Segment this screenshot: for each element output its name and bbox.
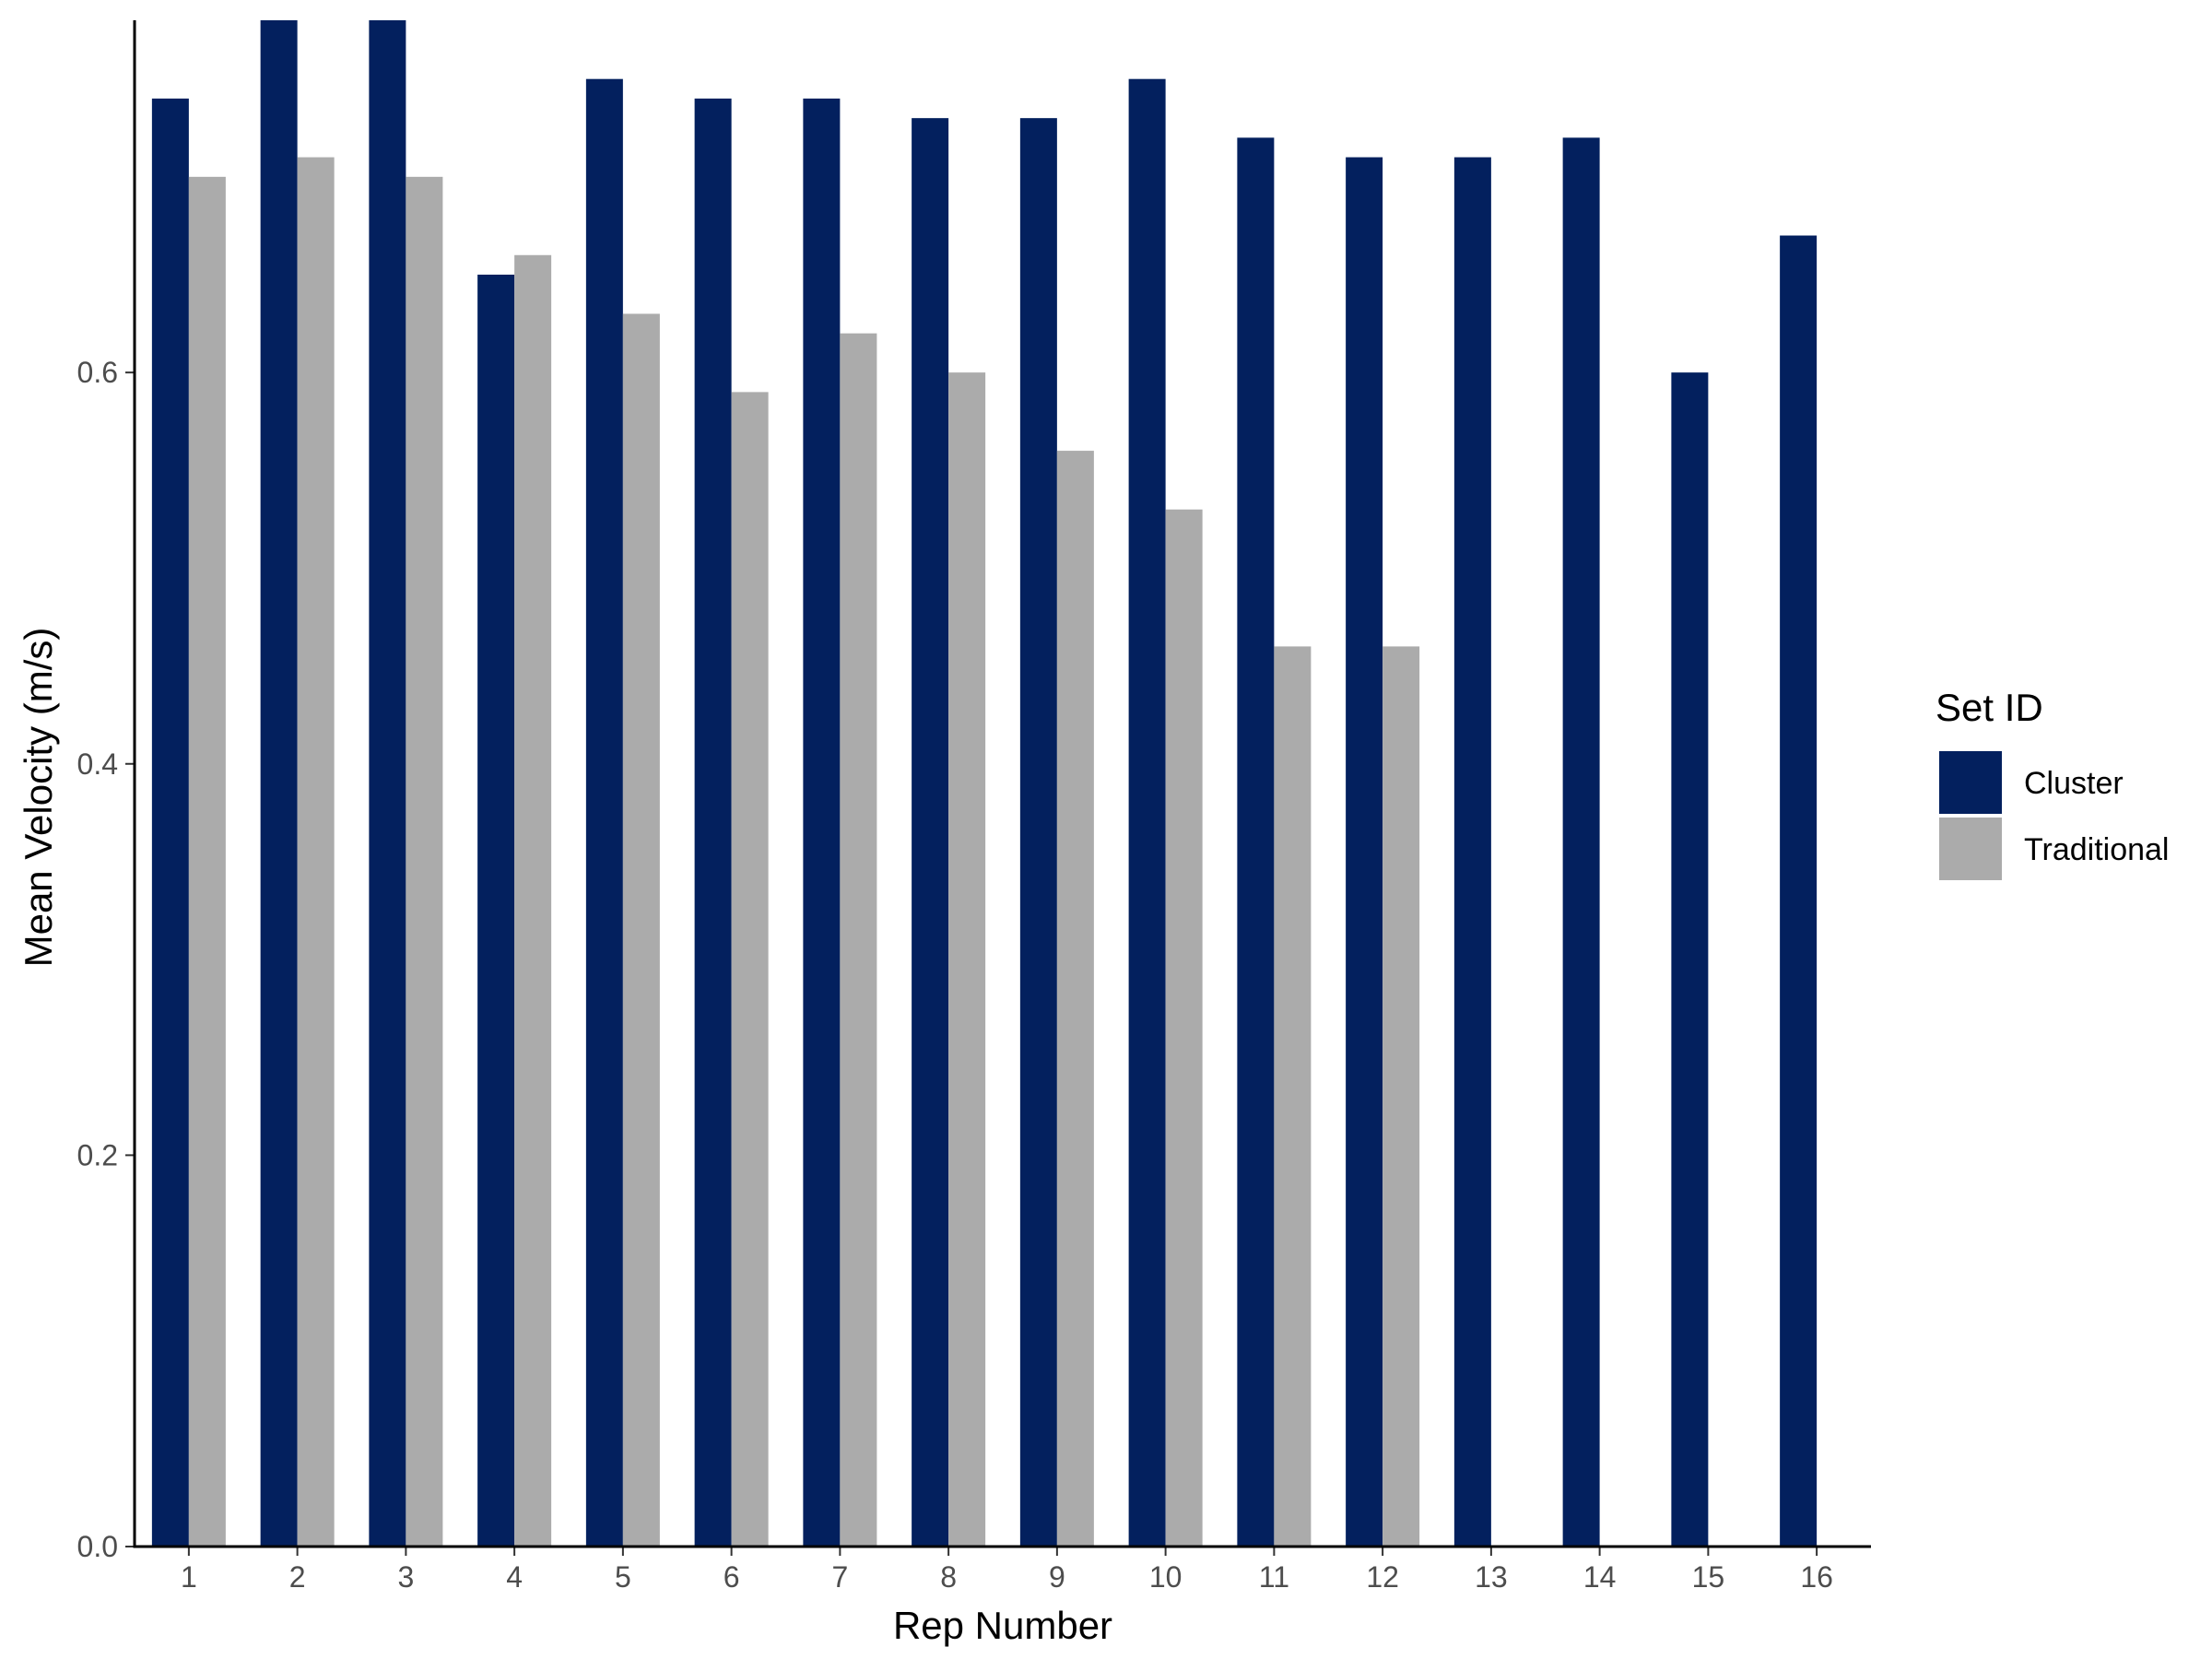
bar-cluster-rep-12 <box>1346 157 1383 1547</box>
x-tick-label: 2 <box>289 1560 306 1594</box>
x-tick-label: 5 <box>615 1560 631 1594</box>
legend-label-cluster: Cluster <box>2024 766 2124 801</box>
bar-traditional-rep-7 <box>840 333 877 1547</box>
x-tick-label: 13 <box>1475 1560 1508 1594</box>
x-tick-label: 4 <box>506 1560 523 1594</box>
bars-group <box>151 20 1818 1547</box>
bar-cluster-rep-9 <box>1019 118 1057 1547</box>
bar-traditional-rep-10 <box>1165 509 1203 1547</box>
x-tick-label: 10 <box>1149 1560 1182 1594</box>
bar-cluster-rep-5 <box>585 78 623 1547</box>
y-tick-label: 0.4 <box>77 747 118 781</box>
bar-traditional-rep-5 <box>622 313 660 1547</box>
y-axis-ticks: 0.0 0.2 0.4 0.6 <box>77 356 135 1563</box>
bar-traditional-rep-11 <box>1274 646 1312 1547</box>
bar-cluster-rep-16 <box>1780 235 1818 1547</box>
bar-cluster-rep-4 <box>477 275 515 1547</box>
y-tick-label: 0.2 <box>77 1138 118 1171</box>
bar-cluster-rep-8 <box>912 118 949 1547</box>
bar-cluster-rep-2 <box>260 20 298 1547</box>
bar-cluster-rep-11 <box>1237 137 1275 1547</box>
bar-cluster-rep-7 <box>803 98 841 1547</box>
bar-traditional-rep-2 <box>297 157 335 1547</box>
x-axis-ticks: 1 2 3 4 5 6 7 8 9 10 11 12 13 14 15 16 <box>181 1547 1833 1594</box>
y-tick-label: 0.6 <box>77 356 118 389</box>
x-tick-label: 14 <box>1583 1560 1617 1594</box>
bar-cluster-rep-13 <box>1453 157 1491 1547</box>
x-tick-label: 7 <box>831 1560 848 1594</box>
x-tick-label: 8 <box>940 1560 957 1594</box>
bar-traditional-rep-6 <box>731 392 769 1547</box>
bar-traditional-rep-9 <box>1056 451 1094 1547</box>
x-tick-label: 6 <box>724 1560 740 1594</box>
bar-cluster-rep-10 <box>1128 78 1166 1547</box>
legend-label-traditional: Traditional <box>2024 832 2169 867</box>
legend-swatch-traditional <box>1939 818 2002 880</box>
x-tick-label: 15 <box>1692 1560 1725 1594</box>
bar-cluster-rep-15 <box>1671 372 1709 1547</box>
bar-traditional-rep-3 <box>406 176 443 1547</box>
bar-cluster-rep-6 <box>694 98 732 1547</box>
x-tick-label: 1 <box>181 1560 197 1594</box>
legend-title: Set ID <box>1936 686 2043 729</box>
x-axis-title: Rep Number <box>893 1604 1112 1647</box>
bar-traditional-rep-12 <box>1382 646 1420 1547</box>
bar-traditional-rep-8 <box>948 372 986 1547</box>
bar-cluster-rep-3 <box>369 20 406 1547</box>
bar-traditional-rep-1 <box>188 176 226 1547</box>
y-tick-label: 0.0 <box>77 1530 118 1563</box>
legend-swatch-cluster <box>1939 751 2002 814</box>
x-tick-label: 9 <box>1049 1560 1065 1594</box>
y-axis-title: Mean Velocity (m/s) <box>17 628 60 968</box>
x-tick-label: 12 <box>1366 1560 1399 1594</box>
bar-cluster-rep-14 <box>1562 137 1600 1547</box>
bar-traditional-rep-4 <box>514 254 552 1547</box>
legend: Set ID Cluster Traditional <box>1936 686 2169 880</box>
x-tick-label: 16 <box>1800 1560 1833 1594</box>
bar-cluster-rep-1 <box>151 98 189 1547</box>
x-tick-label: 3 <box>397 1560 414 1594</box>
x-tick-label: 11 <box>1259 1560 1289 1594</box>
